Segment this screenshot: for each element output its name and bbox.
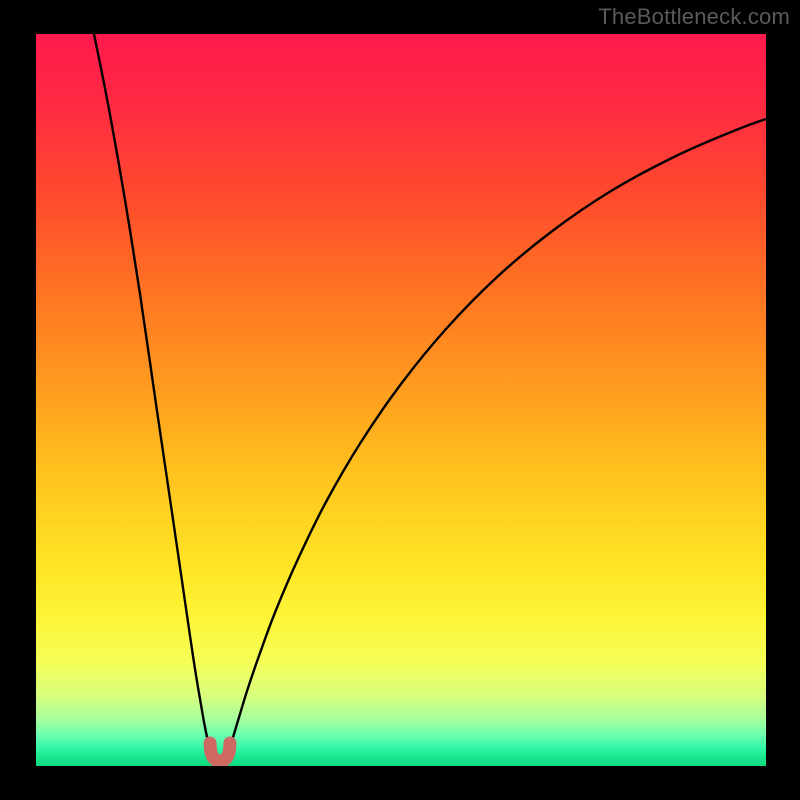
watermark-text: TheBottleneck.com [598,4,790,30]
figure-root: TheBottleneck.com [0,0,800,800]
bottleneck-curve-chart [0,0,800,800]
plot-area-gradient [36,34,766,766]
